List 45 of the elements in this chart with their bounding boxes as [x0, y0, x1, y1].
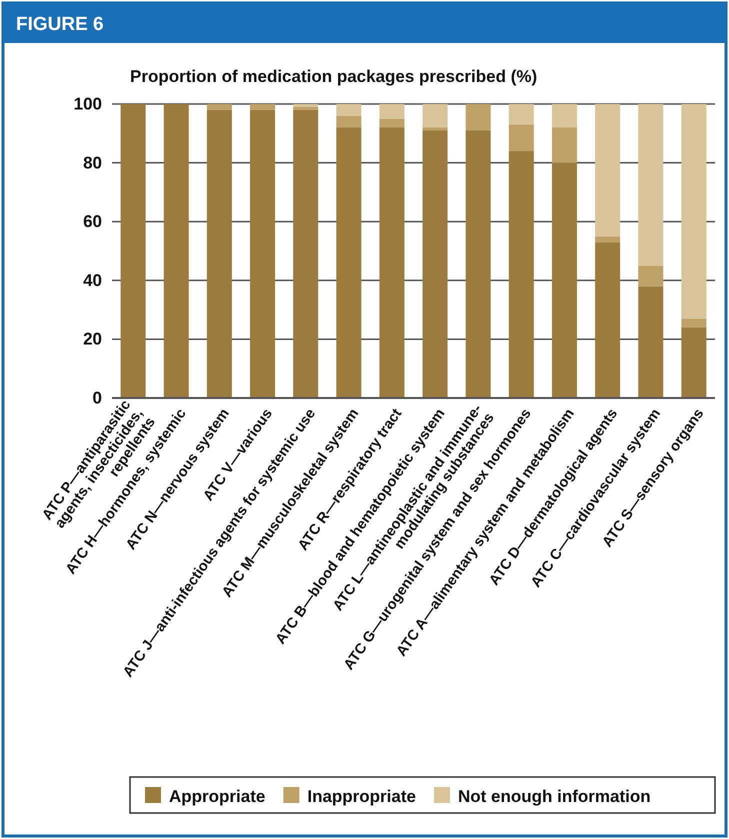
bar — [422, 128, 448, 130]
bar — [379, 118, 404, 128]
bar — [293, 106, 318, 110]
bar — [422, 130, 448, 398]
legend-label: Inappropriate — [307, 787, 416, 806]
legend-label: Not enough information — [458, 787, 651, 806]
chart-title: FIGURE 6 — [16, 14, 104, 35]
y-tick-label: 80 — [83, 153, 102, 172]
bar — [638, 286, 664, 398]
bar — [164, 104, 189, 398]
bar — [336, 104, 362, 116]
bar — [422, 104, 448, 128]
bar — [595, 242, 620, 398]
y-tick-label: 20 — [83, 330, 102, 349]
bar — [508, 151, 534, 398]
y-tick-label: 60 — [83, 212, 102, 232]
bar — [508, 104, 534, 125]
bar — [250, 110, 276, 398]
bar — [552, 162, 577, 398]
bar — [379, 128, 404, 398]
bar — [595, 104, 620, 236]
bar — [206, 104, 232, 110]
bar — [638, 266, 664, 286]
bar — [379, 104, 404, 119]
bar — [466, 130, 491, 398]
y-tick-label: 100 — [74, 94, 102, 114]
bar — [250, 104, 276, 110]
bar — [336, 116, 362, 128]
y-tick-label: 40 — [83, 270, 102, 290]
bar — [466, 104, 491, 130]
bar — [206, 110, 232, 398]
bar — [681, 318, 706, 328]
bar — [508, 124, 534, 152]
bar — [595, 236, 620, 242]
legend-label: Appropriate — [169, 787, 266, 806]
bar — [336, 128, 362, 398]
bar — [293, 110, 318, 398]
y-axis-title: Proportion of medication packages prescribed (%) — [130, 67, 538, 86]
bar — [681, 104, 706, 319]
bar — [638, 104, 664, 266]
bar — [552, 128, 577, 163]
bar — [293, 104, 318, 107]
bar — [120, 104, 146, 398]
bar — [681, 327, 706, 398]
bar — [552, 104, 577, 128]
